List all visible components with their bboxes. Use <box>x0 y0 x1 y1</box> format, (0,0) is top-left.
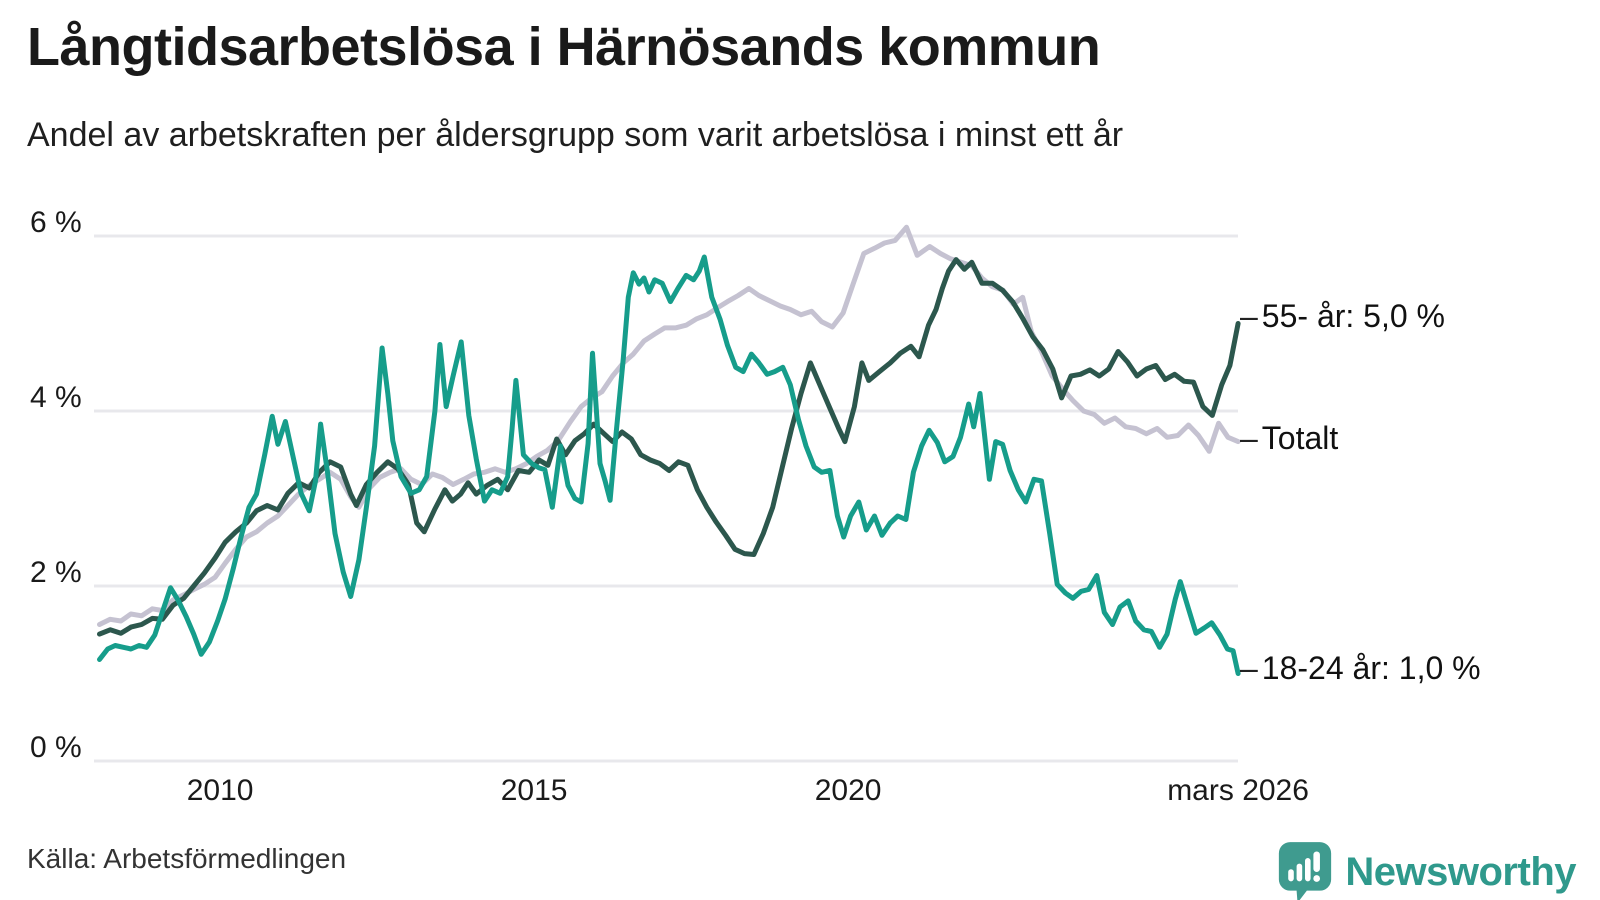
series-end-label-55plus: –55- år: 5,0 % <box>1240 298 1445 334</box>
newsworthy-wordmark: Newsworthy <box>1345 849 1576 894</box>
annotation-dash: – <box>1240 649 1258 686</box>
series-end-label-1824: –18-24 år: 1,0 % <box>1240 650 1481 686</box>
logo-bars-icon <box>1288 851 1321 882</box>
x-tick-label: mars 2026 <box>1167 774 1309 807</box>
annotation-dash: – <box>1240 419 1258 456</box>
y-tick-label: 0 % <box>30 731 82 764</box>
series-line-age55plus <box>97 257 1241 637</box>
page-title: Långtidsarbetslösa i Härnösands kommun <box>27 17 1101 77</box>
series-end-label-text: Totalt <box>1261 419 1339 456</box>
x-tick-label: 2020 <box>814 774 882 807</box>
chart-subtitle: Andel av arbetskraften per åldersgrupp s… <box>27 116 1124 154</box>
source-note: Källa: Arbetsförmedlingen <box>27 843 347 874</box>
y-tick-label: 4 % <box>30 381 82 414</box>
annotation-dash: – <box>1240 297 1258 334</box>
series-line-age1824 <box>97 254 1241 676</box>
series-end-label-text: 18-24 år: 1,0 % <box>1261 649 1481 686</box>
newsworthy-logo: Newsworthy <box>1277 840 1576 900</box>
newsworthy-logo-icon <box>1279 842 1332 900</box>
series-end-label-text: 55- år: 5,0 % <box>1261 297 1445 334</box>
series-end-label-total: – Totalt <box>1240 420 1338 456</box>
series-line-total <box>97 224 1241 627</box>
x-tick-label: 2010 <box>186 774 254 807</box>
y-tick-label: 2 % <box>30 556 82 589</box>
y-tick-label: 6 % <box>30 206 82 239</box>
x-tick-label: 2015 <box>500 774 568 807</box>
